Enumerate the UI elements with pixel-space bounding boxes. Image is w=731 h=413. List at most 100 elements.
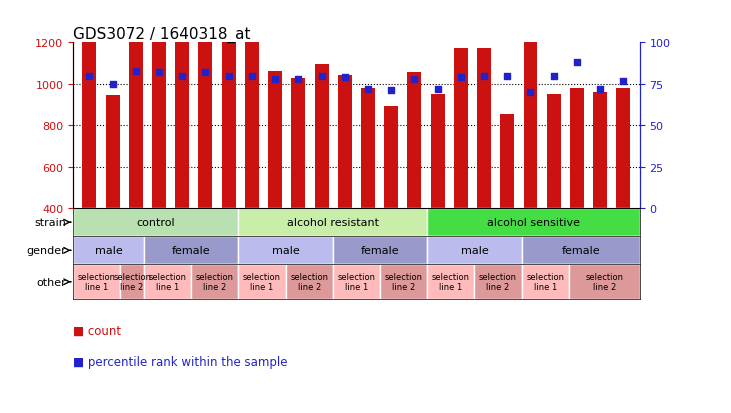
Text: male: male bbox=[94, 246, 122, 256]
Text: strain: strain bbox=[34, 218, 67, 228]
Text: selection
line 1: selection line 1 bbox=[148, 273, 186, 292]
Bar bbox=[431, 95, 444, 209]
Point bbox=[362, 86, 374, 93]
Bar bbox=[238, 265, 286, 299]
Text: GDS3072 / 1640318_at: GDS3072 / 1640318_at bbox=[73, 27, 251, 43]
Bar bbox=[129, 0, 143, 209]
Point bbox=[618, 78, 629, 85]
Point bbox=[292, 76, 304, 83]
Bar bbox=[245, 75, 259, 291]
Bar bbox=[522, 237, 640, 265]
Bar bbox=[144, 265, 191, 299]
Bar bbox=[427, 209, 640, 237]
Text: selection
line 2: selection line 2 bbox=[385, 273, 423, 292]
Text: male: male bbox=[272, 246, 300, 256]
Bar bbox=[268, 155, 282, 291]
Bar bbox=[500, 197, 514, 291]
Bar bbox=[547, 95, 561, 209]
Text: selection
line 1: selection line 1 bbox=[432, 273, 470, 292]
Text: selection
line 2: selection line 2 bbox=[586, 273, 624, 292]
Text: female: female bbox=[172, 246, 211, 256]
Point bbox=[200, 70, 211, 76]
Text: selection
line 2: selection line 2 bbox=[113, 273, 151, 292]
Bar bbox=[73, 265, 121, 299]
Bar bbox=[427, 237, 522, 265]
Bar bbox=[83, 41, 96, 209]
Point bbox=[478, 73, 490, 80]
Point bbox=[432, 86, 444, 93]
Bar bbox=[199, 43, 213, 291]
Bar bbox=[477, 48, 491, 209]
Bar bbox=[191, 265, 238, 299]
Point bbox=[501, 73, 513, 80]
Bar bbox=[292, 161, 306, 291]
Text: male: male bbox=[461, 246, 488, 256]
Bar bbox=[593, 176, 607, 291]
Point bbox=[316, 73, 327, 80]
Bar bbox=[616, 89, 630, 209]
Bar bbox=[569, 265, 640, 299]
Point bbox=[594, 86, 606, 93]
Bar bbox=[477, 131, 491, 291]
Bar bbox=[385, 106, 398, 209]
Bar bbox=[338, 75, 352, 209]
Point bbox=[385, 88, 397, 95]
Bar bbox=[121, 265, 144, 299]
Bar bbox=[268, 72, 282, 209]
Point bbox=[409, 76, 420, 83]
Bar bbox=[286, 265, 333, 299]
Text: female: female bbox=[561, 246, 600, 256]
Bar bbox=[427, 265, 474, 299]
Point bbox=[223, 73, 235, 80]
Bar bbox=[431, 178, 444, 291]
Bar bbox=[570, 171, 584, 291]
Point bbox=[455, 75, 466, 81]
Text: selection
line 1: selection line 1 bbox=[77, 273, 115, 292]
Point bbox=[176, 73, 188, 80]
Bar bbox=[500, 114, 514, 209]
Point bbox=[571, 60, 583, 66]
Bar bbox=[221, 0, 235, 209]
Point bbox=[525, 90, 537, 96]
Point bbox=[83, 73, 95, 80]
Text: other: other bbox=[37, 277, 67, 287]
Bar bbox=[238, 237, 333, 265]
Bar bbox=[454, 48, 468, 209]
Bar bbox=[547, 178, 561, 291]
Bar bbox=[314, 148, 328, 291]
Text: ■ percentile rank within the sample: ■ percentile rank within the sample bbox=[73, 355, 287, 368]
Bar bbox=[238, 209, 427, 237]
Point bbox=[246, 73, 258, 80]
Bar bbox=[338, 158, 352, 291]
Bar bbox=[152, 0, 166, 209]
Point bbox=[130, 68, 142, 75]
Text: selection
line 1: selection line 1 bbox=[243, 273, 281, 292]
Bar bbox=[454, 131, 468, 291]
Bar bbox=[221, 58, 235, 291]
Bar bbox=[407, 156, 421, 291]
Text: control: control bbox=[137, 218, 175, 228]
Point bbox=[154, 70, 165, 76]
Text: ■ count: ■ count bbox=[73, 324, 121, 337]
Text: female: female bbox=[360, 246, 399, 256]
Bar bbox=[129, 75, 143, 291]
Text: selection
line 1: selection line 1 bbox=[526, 273, 564, 292]
Bar bbox=[175, 112, 189, 291]
Bar bbox=[333, 265, 380, 299]
Bar bbox=[73, 237, 144, 265]
Bar bbox=[616, 171, 630, 291]
Point bbox=[548, 73, 559, 80]
Bar bbox=[83, 124, 96, 291]
Bar bbox=[407, 73, 421, 209]
Bar bbox=[245, 0, 259, 209]
Text: alcohol resistant: alcohol resistant bbox=[287, 218, 379, 228]
Bar bbox=[385, 189, 398, 291]
Bar bbox=[144, 237, 238, 265]
Text: selection
line 2: selection line 2 bbox=[479, 273, 517, 292]
Bar bbox=[593, 93, 607, 209]
Bar bbox=[523, 83, 537, 291]
Bar bbox=[105, 178, 120, 291]
Text: alcohol sensitive: alcohol sensitive bbox=[487, 218, 580, 228]
Bar bbox=[474, 265, 522, 299]
Bar bbox=[152, 75, 166, 291]
